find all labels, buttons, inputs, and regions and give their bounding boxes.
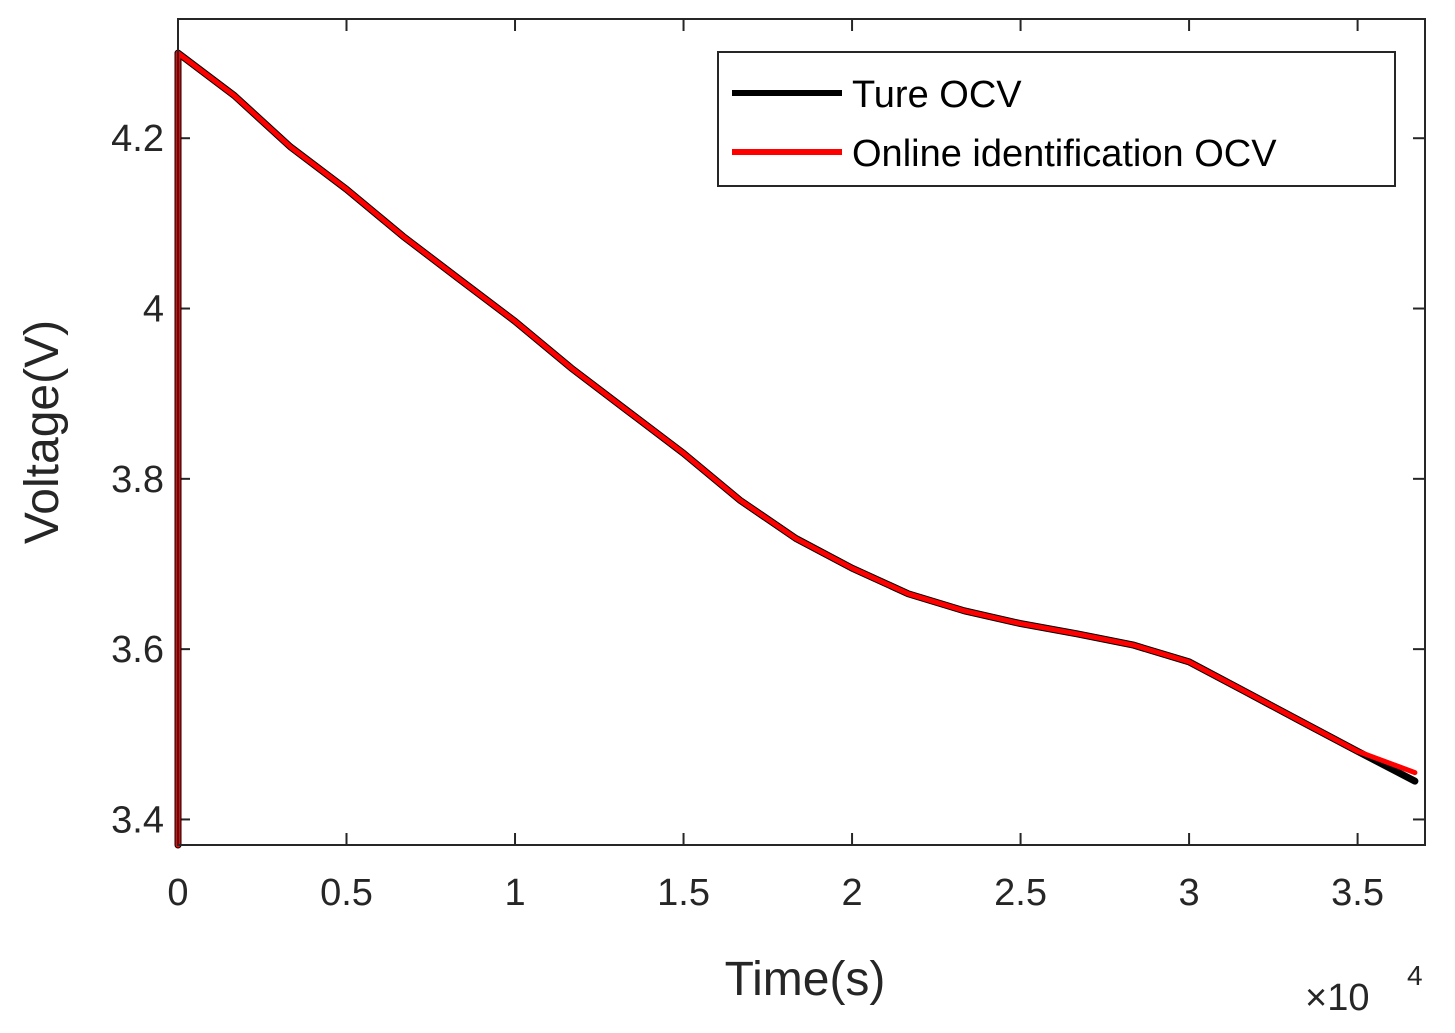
series-1-point (233, 95, 235, 97)
y-tick-label: 4.2 (111, 118, 164, 160)
series-1-point (626, 410, 628, 412)
series-1-point (963, 610, 965, 612)
x-tick-label: 0 (167, 872, 188, 914)
legend: Ture OCV Online identification OCV (717, 51, 1396, 187)
series-1-point (1300, 721, 1302, 723)
x-exponent-label: ×10 (1305, 977, 1369, 1019)
series-1-point (1414, 772, 1416, 774)
x-exponent-power: 4 (1407, 960, 1423, 991)
x-tick-label: 1.5 (657, 872, 710, 914)
series-1-point (402, 235, 404, 237)
series-1-point (1357, 750, 1359, 752)
series-1-point (289, 146, 291, 148)
series-1-point (1132, 644, 1134, 646)
y-tick-label: 3.8 (111, 459, 164, 501)
series-line-1 (175, 50, 1418, 848)
series-1-point (1076, 633, 1078, 635)
y-tick-label: 4 (143, 289, 164, 331)
series-1-point (795, 537, 797, 539)
series-0-point (1414, 780, 1416, 782)
series-1-point (739, 499, 741, 501)
series-1-point (1244, 691, 1246, 693)
series-1-point (1188, 661, 1190, 663)
x-tick-label: 2 (841, 872, 862, 914)
series-1-point (683, 452, 685, 454)
y-axis-label: Voltage(V) (16, 320, 69, 544)
series-1-point (570, 367, 572, 369)
x-tick-label: 0.5 (320, 872, 373, 914)
x-axis-label: Time(s) (725, 953, 886, 1006)
series-1-point (514, 320, 516, 322)
legend-box (717, 51, 1396, 187)
legend-label-online-identification-ocv: Online identification OCV (852, 133, 1277, 175)
series-1-point (851, 567, 853, 569)
y-tick-label: 3.6 (111, 629, 164, 671)
y-tick-label: 3.4 (111, 799, 164, 841)
legend-label-ture-ocv: Ture OCV (852, 74, 1022, 116)
y-ticks: 3.4 3.6 3.8 4 4.2 (111, 118, 1425, 841)
x-tick-label: 3 (1179, 872, 1200, 914)
series-layer (174, 49, 1419, 849)
x-tick-label: 1 (504, 872, 525, 914)
x-tick-label: 2.5 (994, 872, 1047, 914)
plot-frame (177, 18, 1426, 846)
series-1-point (907, 593, 909, 595)
x-ticks: 0 0.5 1 1.5 2 2.5 3 3.5 (167, 19, 1384, 914)
series-1-point (458, 278, 460, 280)
series-1-point (1020, 623, 1022, 625)
x-tick-label: 3.5 (1331, 872, 1384, 914)
series-1-point (346, 188, 348, 190)
